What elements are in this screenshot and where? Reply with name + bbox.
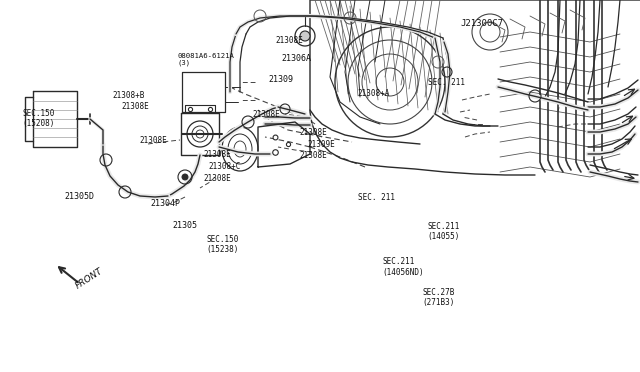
Circle shape — [182, 174, 188, 180]
Text: 21309: 21309 — [269, 76, 294, 84]
Text: 21308E: 21308E — [204, 174, 231, 183]
Text: 21308+B: 21308+B — [112, 92, 145, 100]
Text: SEC.211
(14056ND): SEC.211 (14056ND) — [383, 257, 424, 277]
Text: 08081A6-6121A
(3): 08081A6-6121A (3) — [178, 53, 235, 66]
Text: J21300C7: J21300C7 — [461, 19, 504, 28]
Circle shape — [300, 31, 310, 41]
Text: 21308E: 21308E — [122, 102, 149, 111]
Text: SEC.211
(14055): SEC.211 (14055) — [428, 222, 460, 241]
Text: SEC. 211: SEC. 211 — [428, 78, 465, 87]
Text: 21308E: 21308E — [300, 151, 327, 160]
Text: 21304P: 21304P — [150, 199, 180, 208]
Text: 21308+C: 21308+C — [209, 162, 241, 171]
Text: 21308+A: 21308+A — [357, 89, 390, 98]
Text: SEC.150
(15238): SEC.150 (15238) — [206, 235, 239, 254]
Text: FRONT: FRONT — [74, 266, 104, 291]
Text: 21308E: 21308E — [300, 128, 327, 137]
Text: SEC. 211: SEC. 211 — [358, 193, 396, 202]
Text: 21308E: 21308E — [204, 150, 231, 158]
Text: 21305D: 21305D — [64, 192, 94, 201]
Text: 21308E: 21308E — [253, 110, 280, 119]
Text: 21305: 21305 — [173, 221, 198, 230]
Text: 21308E: 21308E — [140, 136, 167, 145]
Text: 21306A: 21306A — [282, 54, 312, 63]
Text: SEC.150
(15208): SEC.150 (15208) — [22, 109, 55, 128]
Text: 21308E: 21308E — [275, 36, 303, 45]
Text: 21309E: 21309E — [307, 140, 335, 149]
Text: SEC.27B
(271B3): SEC.27B (271B3) — [422, 288, 455, 307]
